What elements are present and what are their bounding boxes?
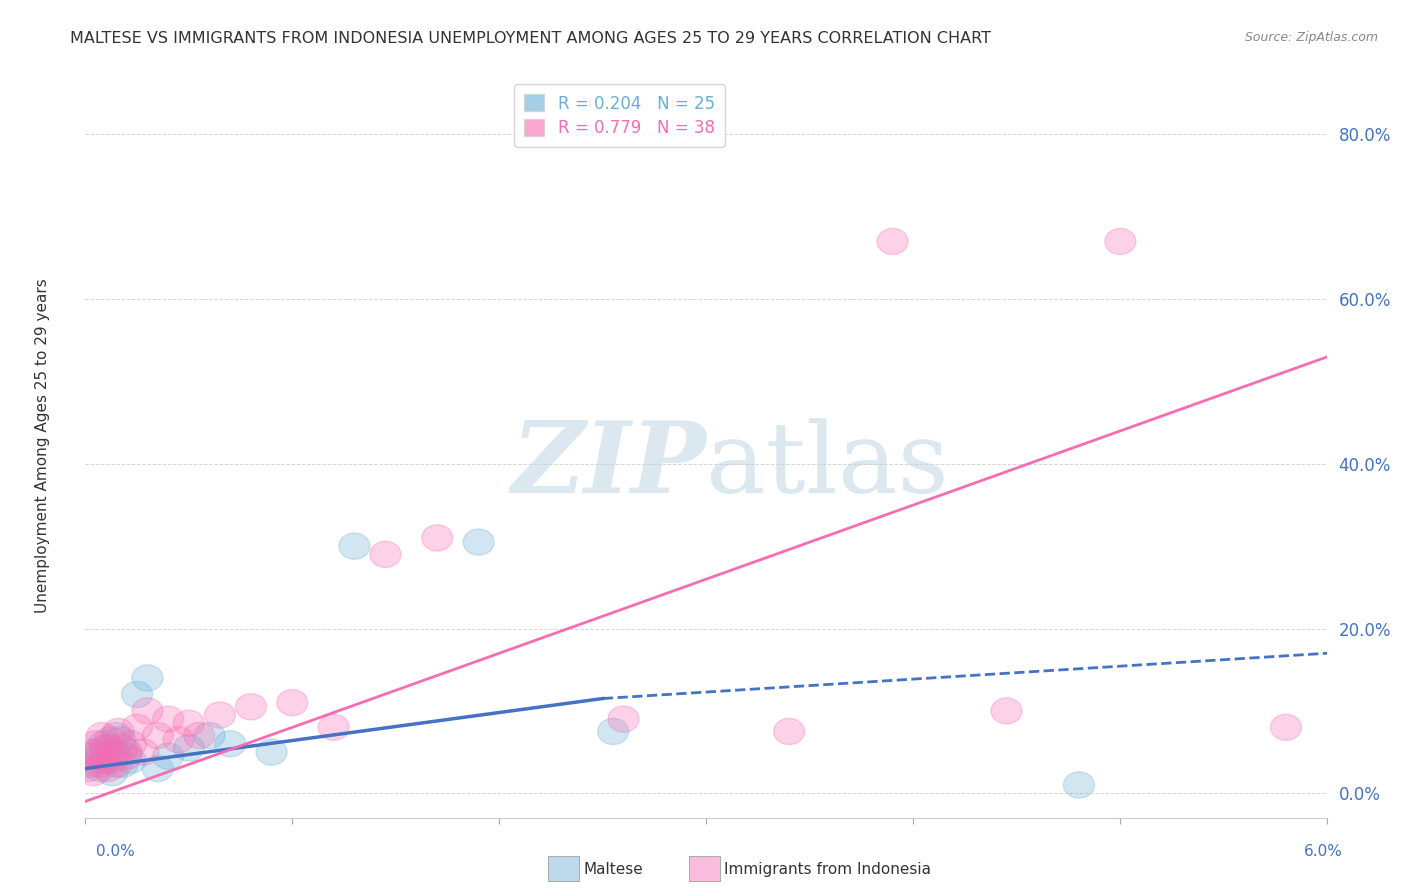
Text: atlas: atlas	[706, 417, 949, 514]
Ellipse shape	[103, 718, 134, 745]
Text: Source: ZipAtlas.com: Source: ZipAtlas.com	[1244, 31, 1378, 45]
Ellipse shape	[97, 759, 128, 786]
Ellipse shape	[463, 529, 494, 555]
Ellipse shape	[132, 698, 163, 724]
Ellipse shape	[84, 756, 115, 781]
Ellipse shape	[89, 731, 120, 757]
Text: 0.0%: 0.0%	[96, 845, 135, 859]
Text: Unemployment Among Ages 25 to 29 years: Unemployment Among Ages 25 to 29 years	[35, 278, 49, 614]
Ellipse shape	[339, 533, 370, 559]
Ellipse shape	[98, 739, 129, 765]
Ellipse shape	[184, 723, 215, 748]
Legend: R = 0.204   N = 25, R = 0.779   N = 38: R = 0.204 N = 25, R = 0.779 N = 38	[515, 85, 724, 147]
Ellipse shape	[90, 747, 121, 773]
Ellipse shape	[111, 743, 142, 769]
Ellipse shape	[1105, 228, 1136, 254]
Ellipse shape	[97, 747, 128, 773]
Ellipse shape	[94, 727, 125, 753]
Ellipse shape	[422, 524, 453, 551]
Ellipse shape	[80, 731, 111, 757]
Ellipse shape	[75, 751, 105, 778]
Ellipse shape	[235, 694, 267, 720]
Ellipse shape	[86, 723, 117, 748]
Text: Maltese: Maltese	[583, 863, 643, 877]
Ellipse shape	[163, 727, 194, 753]
Ellipse shape	[153, 706, 184, 732]
Ellipse shape	[277, 690, 308, 715]
Ellipse shape	[72, 756, 103, 781]
Ellipse shape	[107, 751, 138, 778]
Ellipse shape	[128, 739, 159, 765]
Ellipse shape	[79, 759, 110, 786]
Ellipse shape	[173, 710, 204, 736]
Ellipse shape	[132, 665, 163, 691]
Ellipse shape	[370, 541, 401, 567]
Ellipse shape	[82, 743, 114, 769]
Text: ZIP: ZIP	[512, 417, 706, 514]
Ellipse shape	[142, 723, 173, 748]
Ellipse shape	[877, 228, 908, 254]
Ellipse shape	[256, 739, 287, 765]
Ellipse shape	[991, 698, 1022, 724]
Ellipse shape	[194, 723, 225, 748]
Ellipse shape	[121, 681, 153, 707]
Ellipse shape	[607, 706, 640, 732]
Text: 6.0%: 6.0%	[1303, 845, 1343, 859]
Ellipse shape	[101, 751, 132, 778]
Text: Immigrants from Indonesia: Immigrants from Indonesia	[724, 863, 931, 877]
Ellipse shape	[94, 735, 125, 761]
Ellipse shape	[111, 739, 142, 765]
Ellipse shape	[89, 747, 120, 773]
Ellipse shape	[1063, 772, 1094, 798]
Ellipse shape	[93, 756, 124, 781]
Ellipse shape	[773, 718, 804, 745]
Ellipse shape	[115, 747, 146, 773]
Ellipse shape	[598, 718, 628, 745]
Ellipse shape	[173, 735, 204, 761]
Ellipse shape	[84, 751, 115, 778]
Ellipse shape	[204, 702, 235, 728]
Ellipse shape	[79, 739, 110, 765]
Ellipse shape	[82, 739, 114, 765]
Ellipse shape	[215, 731, 246, 757]
Ellipse shape	[107, 735, 138, 761]
Ellipse shape	[105, 727, 136, 753]
Ellipse shape	[1271, 714, 1302, 740]
Text: MALTESE VS IMMIGRANTS FROM INDONESIA UNEMPLOYMENT AMONG AGES 25 TO 29 YEARS CORR: MALTESE VS IMMIGRANTS FROM INDONESIA UNE…	[70, 31, 991, 46]
Ellipse shape	[142, 756, 173, 781]
Ellipse shape	[75, 743, 105, 769]
Ellipse shape	[101, 723, 132, 748]
Ellipse shape	[90, 735, 121, 761]
Ellipse shape	[153, 743, 184, 769]
Ellipse shape	[318, 714, 349, 740]
Ellipse shape	[121, 714, 153, 740]
Ellipse shape	[115, 731, 146, 757]
